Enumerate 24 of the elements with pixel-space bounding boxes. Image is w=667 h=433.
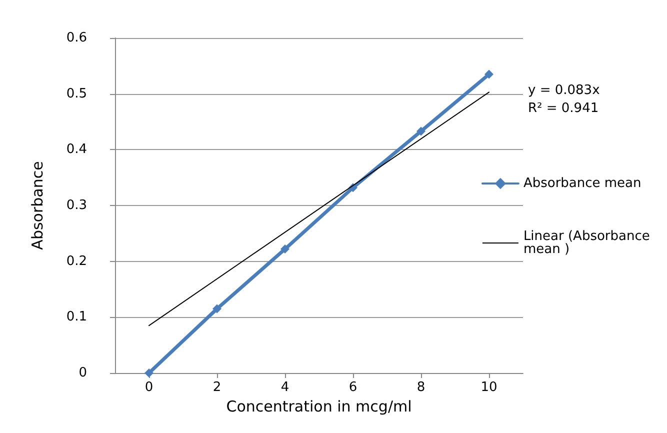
x-tick-label: 10 <box>480 380 498 395</box>
text: y = 0.083x <box>528 83 600 98</box>
y-tick-label: 0.4 <box>66 142 87 158</box>
x-axis-title: Concentration in mcg/ml <box>226 398 412 416</box>
point <box>212 304 222 314</box>
legend-label: Linear (Absorbance mean ) <box>523 229 654 257</box>
y-tick-label: 0.6 <box>66 30 87 46</box>
point <box>144 368 154 378</box>
point <box>416 126 426 136</box>
y-tick-label: 0.5 <box>66 86 87 102</box>
legend-label: Absorbance mean <box>523 176 642 191</box>
x-tick-label: 2 <box>212 380 222 395</box>
y-tick-label: 0.3 <box>66 198 87 213</box>
x-tick-label: 6 <box>348 380 358 395</box>
y-tick-label: 0.2 <box>66 254 87 269</box>
x-tick-label: 0 <box>144 380 154 395</box>
text: R² = 0.941 <box>528 101 599 116</box>
x-tick-label: 4 <box>280 380 290 395</box>
y-axis-title: Absorbance <box>28 161 46 250</box>
y-tick-label: 0 <box>78 366 87 380</box>
x-tick-label: 8 <box>416 380 426 395</box>
point <box>280 244 290 254</box>
y-tick-label: 0.1 <box>66 310 87 325</box>
point <box>484 70 494 79</box>
